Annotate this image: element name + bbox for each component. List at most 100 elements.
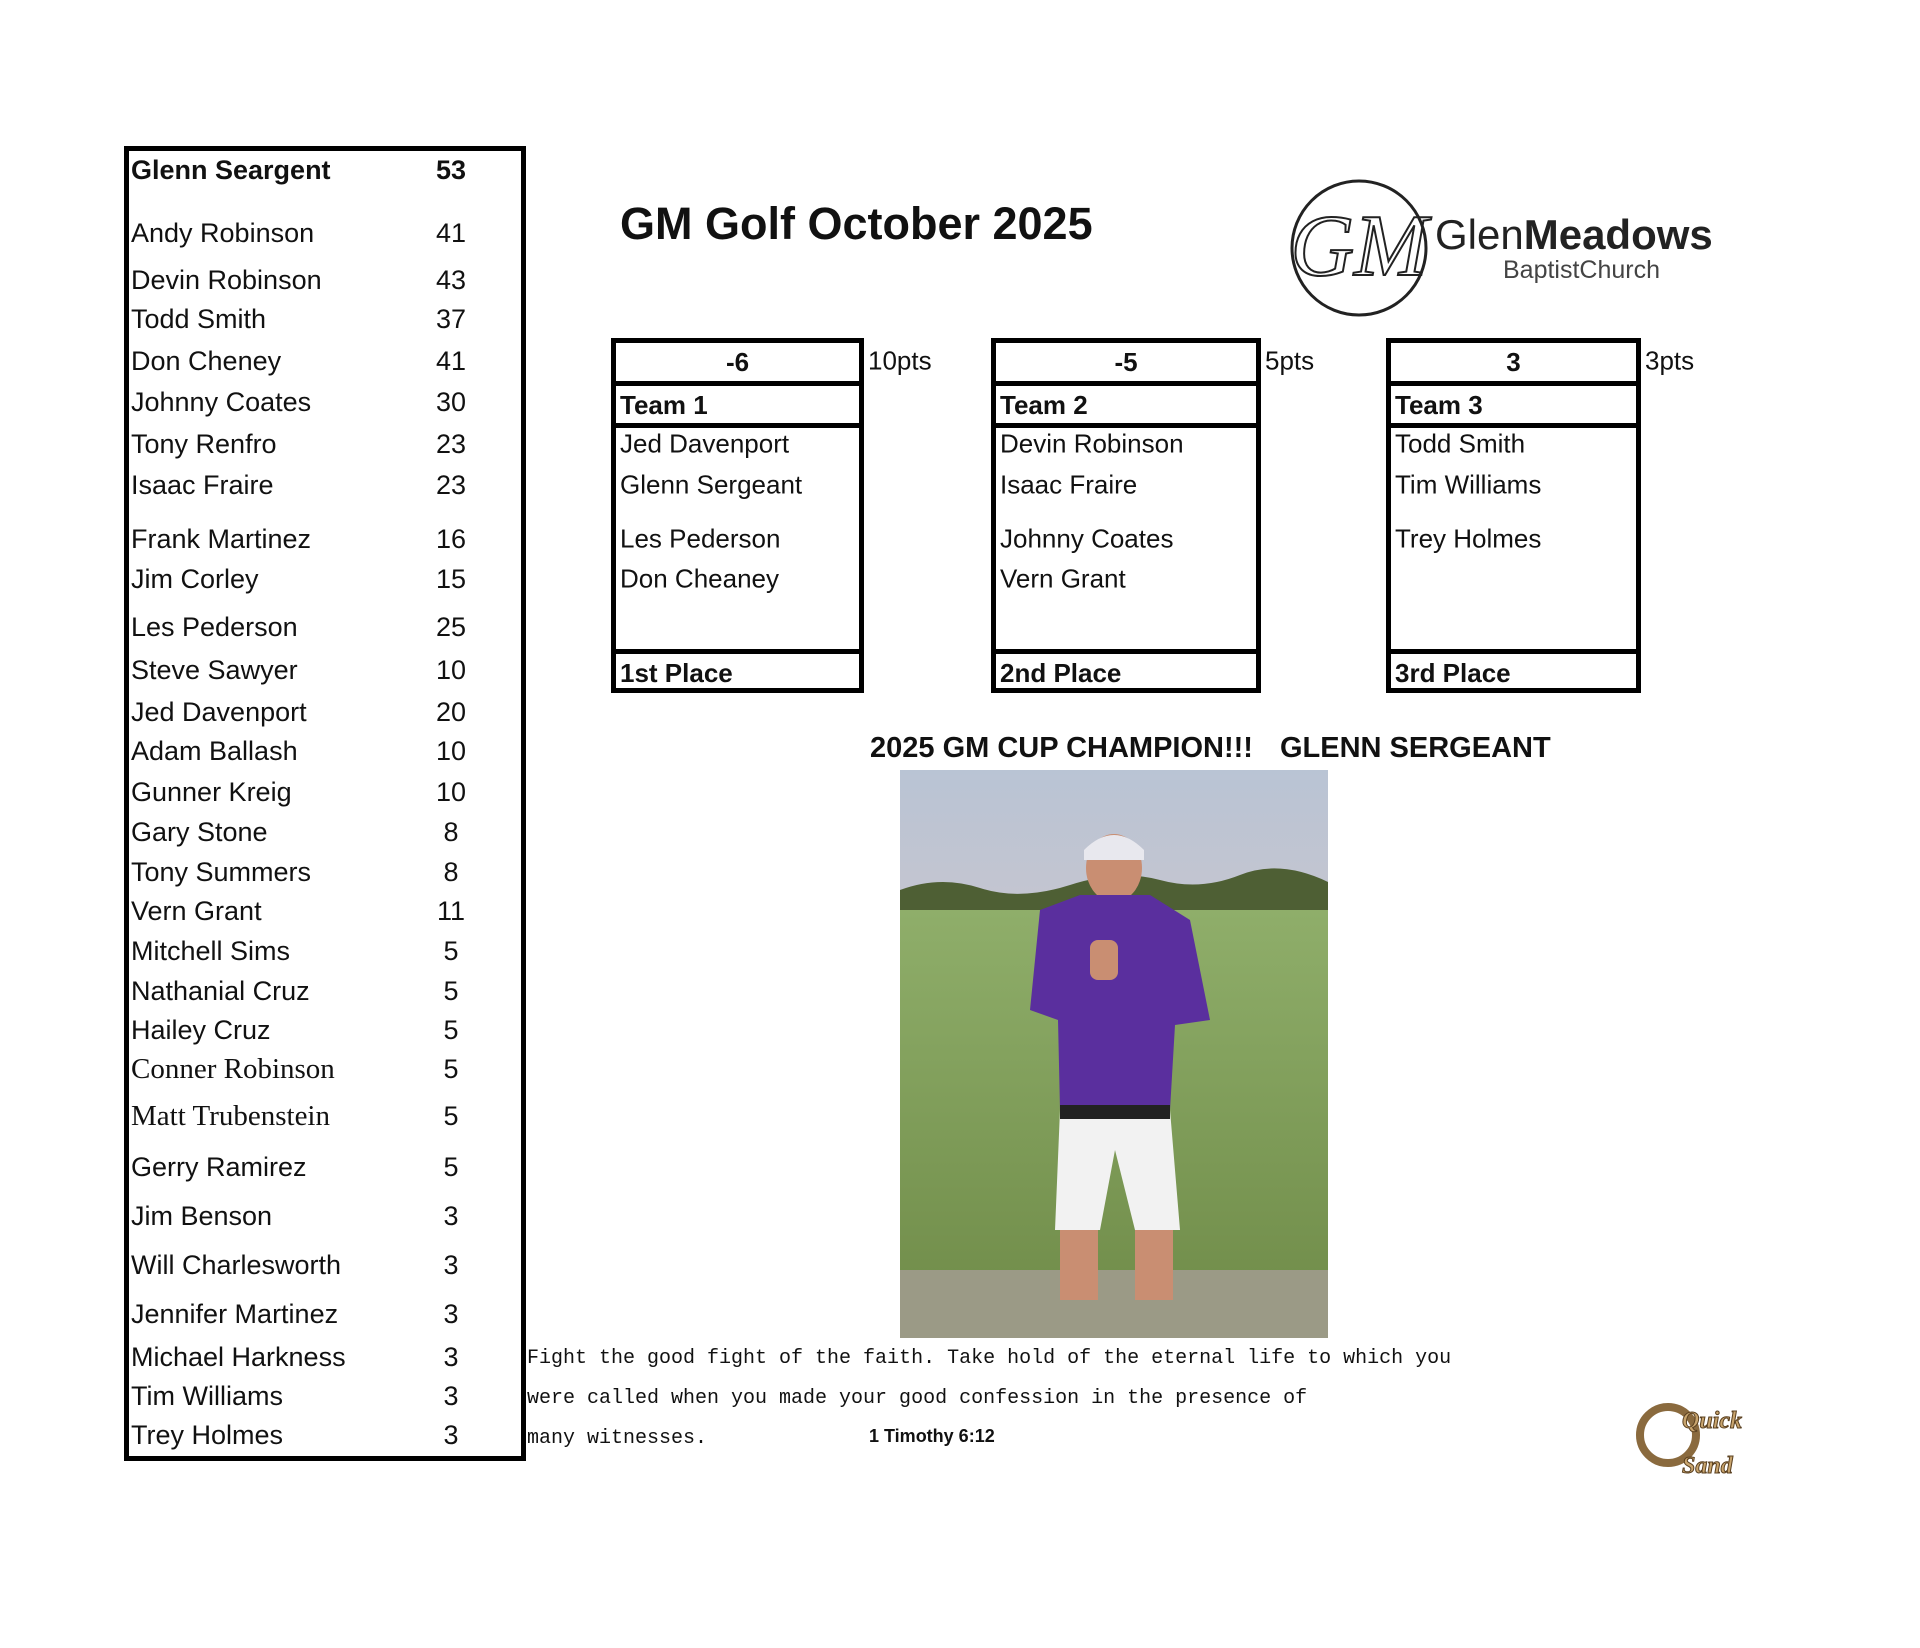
player-points: 53 <box>435 154 467 185</box>
team-member: Johnny Coates <box>1000 523 1174 554</box>
player-points: 3 <box>443 1419 459 1450</box>
player-name: Michael Harkness <box>131 1341 346 1372</box>
player-name: Conner Robinson <box>131 1052 335 1085</box>
verse-line: Fight the good fight of the faith. Take … <box>527 1347 1452 1370</box>
player-name: Jim Benson <box>131 1201 273 1232</box>
team-member: Tim Williams <box>1395 469 1542 500</box>
church-logo: GM GlenMeadows BaptistChurch <box>1290 179 1713 317</box>
player-name: Isaac Fraire <box>131 469 274 500</box>
player-name: Jim Corley <box>131 564 259 595</box>
player-name: Will Charlesworth <box>131 1249 342 1280</box>
player-name: Todd Smith <box>131 303 267 334</box>
team-name: Team 1 <box>616 386 859 428</box>
player-points: 25 <box>435 612 467 643</box>
player-name: Tim Williams <box>131 1381 283 1412</box>
player-name: Gerry Ramirez <box>131 1151 307 1182</box>
player-points: 11 <box>436 896 466 927</box>
champion-photo <box>900 770 1328 1338</box>
sponsor-top: Quick <box>1682 1408 1742 1434</box>
player-name: Gary Stone <box>131 817 268 848</box>
player-points: 37 <box>435 303 467 334</box>
player-points: 23 <box>435 469 467 500</box>
sponsor-bottom: Sand <box>1682 1453 1734 1479</box>
player-points: 8 <box>443 817 459 848</box>
verse-line: were called when you made your good conf… <box>527 1387 1308 1410</box>
player-points: 30 <box>435 386 467 417</box>
player-name: Tony Renfro <box>131 428 277 459</box>
team-member: Isaac Fraire <box>1000 469 1138 500</box>
player-points: 5 <box>443 936 459 967</box>
player-points: 3 <box>443 1249 459 1280</box>
logo-subtitle: BaptistChurch <box>1503 256 1660 284</box>
team-place: 3rd Place <box>1391 649 1636 693</box>
player-name: Jennifer Martinez <box>131 1299 339 1330</box>
player-name: Vern Grant <box>131 896 262 927</box>
player-name: Tony Summers <box>131 856 312 887</box>
player-points: 5 <box>443 1101 459 1131</box>
team-member: Todd Smith <box>1395 428 1526 459</box>
player-points: 5 <box>443 975 459 1006</box>
player-name: Frank Martinez <box>131 524 312 555</box>
player-points: 15 <box>435 564 467 595</box>
team-member: Glenn Sergeant <box>620 469 803 500</box>
verse-reference: 1 Timothy 6:12 <box>869 1426 995 1446</box>
page-title: GM Golf October 2025 <box>620 198 1093 249</box>
player-name: Trey Holmes <box>131 1419 284 1450</box>
player-name: Don Cheney <box>131 345 282 376</box>
champion-label: 2025 GM CUP CHAMPION!!! <box>870 732 1253 764</box>
player-points: 16 <box>435 524 467 555</box>
player-name: Adam Ballash <box>131 736 298 767</box>
team-score: 3 <box>1391 343 1636 386</box>
player-points: 23 <box>435 428 467 459</box>
sponsor-logo: Quick Sand <box>1636 1403 1743 1480</box>
player-points: 8 <box>443 856 459 887</box>
team-member: Don Cheaney <box>620 563 779 594</box>
player-points: 10 <box>435 654 467 685</box>
player-points: 10 <box>435 736 467 767</box>
player-points: 5 <box>443 1015 459 1046</box>
player-points: 3 <box>443 1341 459 1372</box>
team-card: 3 Team 3 3rd Place Todd Smith Tim Williams Tr… <box>1386 338 1641 693</box>
team-score: -6 <box>616 343 859 386</box>
player-name: Hailey Cruz <box>131 1015 271 1046</box>
team-place: 2nd Place <box>996 649 1256 693</box>
player-points: 41 <box>435 218 467 249</box>
team-member: Devin Robinson <box>1000 428 1184 459</box>
team-name: Team 3 <box>1391 386 1636 428</box>
player-name: Nathanial Cruz <box>131 975 310 1006</box>
team-card: -6 Team 1 1st Place Jed Davenport Glenn Serg… <box>611 338 864 693</box>
player-name: Les Pederson <box>131 612 298 643</box>
player-points: 43 <box>435 265 467 296</box>
player-points: 41 <box>435 345 467 376</box>
team-member: Les Pederson <box>620 523 781 554</box>
team-member: Vern Grant <box>1000 563 1126 594</box>
player-name: Gunner Kreig <box>131 777 292 808</box>
player-points: 10 <box>435 777 467 808</box>
team-points: 5pts <box>1265 345 1315 376</box>
player-name: Steve Sawyer <box>131 654 298 685</box>
team-points: 3pts <box>1645 345 1695 376</box>
logo-monogram: GM <box>1291 198 1433 295</box>
champion-name: GLENN SERGEANT <box>1280 732 1551 764</box>
player-name: Jed Davenport <box>131 696 307 727</box>
player-name: Glenn Seargent <box>131 154 331 185</box>
team-score: -5 <box>996 343 1256 386</box>
player-points: 3 <box>443 1381 459 1412</box>
logo-name: GlenMeadows <box>1435 211 1713 258</box>
logo-name-light: Glen <box>1435 211 1524 258</box>
team-place: 1st Place <box>616 649 859 693</box>
team-points: 10pts <box>868 345 932 376</box>
team-member: Trey Holmes <box>1395 523 1542 554</box>
logo-name-bold: Meadows <box>1524 211 1713 258</box>
player-points: 5 <box>443 1053 459 1084</box>
player-points: 3 <box>443 1201 459 1232</box>
team-member: Jed Davenport <box>620 428 790 459</box>
player-points: 5 <box>443 1151 459 1182</box>
verse-line: many witnesses. <box>527 1427 708 1450</box>
team-name: Team 2 <box>996 386 1256 428</box>
player-points: 3 <box>443 1299 459 1330</box>
leaderboard: Glenn Seargent 53 Andy Robinson 41 Devin Rob… <box>124 146 526 1461</box>
player-name: Mitchell Sims <box>131 936 291 967</box>
player-name: Johnny Coates <box>131 386 312 417</box>
